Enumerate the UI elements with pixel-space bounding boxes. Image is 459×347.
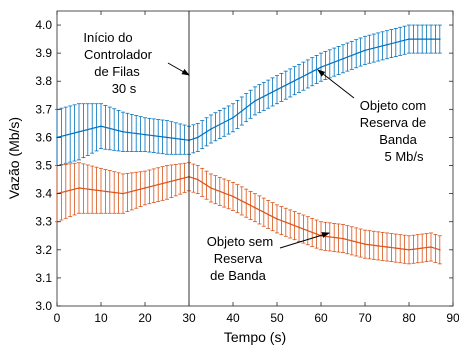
x-tick-label: 80 <box>402 311 416 325</box>
x-axis-label: Tempo (s) <box>224 329 286 345</box>
annotation-line: Objeto com <box>360 98 426 113</box>
y-axis-label: Vazão (Mb/s) <box>6 117 22 199</box>
y-tick-label: 3.7 <box>35 102 52 116</box>
annotation-line: Banda <box>379 132 417 147</box>
annotation-line: 30 s <box>112 81 137 96</box>
data-point <box>122 131 124 133</box>
data-point <box>439 38 441 40</box>
y-tick-label: 3.2 <box>35 243 52 257</box>
data-point <box>144 133 146 136</box>
data-point <box>210 187 212 189</box>
y-tick-label: 3.8 <box>35 74 52 88</box>
annotation-line: Início do <box>83 30 132 45</box>
y-tick-label: 3.6 <box>35 130 52 144</box>
data-point <box>166 181 168 184</box>
x-tick-label: 40 <box>226 311 240 325</box>
y-tick-label: 3.3 <box>35 215 52 229</box>
axis-ticks <box>56 11 454 307</box>
x-tick-label: 10 <box>94 311 108 325</box>
y-tick-label: 4.0 <box>35 18 52 32</box>
annotation-line: de Filas <box>94 64 140 79</box>
data-point <box>276 88 278 91</box>
annotation-line: 5 Mb/s <box>384 149 424 164</box>
x-tick-label: 90 <box>446 311 459 325</box>
x-tick-label: 70 <box>358 311 372 325</box>
data-point <box>364 243 366 245</box>
series-line-1 <box>56 176 440 251</box>
annotation-line: Reserva <box>214 251 263 266</box>
x-tick-label: 30 <box>182 311 196 325</box>
annotation-line: Objeto sem <box>207 234 273 249</box>
y-tick-label: 3.0 <box>35 299 52 313</box>
data-point <box>342 57 344 60</box>
data-point <box>100 125 102 127</box>
x-tick-label: 50 <box>270 311 284 325</box>
data-point <box>439 249 441 251</box>
arrow-without-reservation <box>279 232 330 249</box>
x-tick-label: 20 <box>138 311 152 325</box>
annotation-line: de Banda <box>210 268 266 283</box>
annotation-with-reservation: Objeto com Reserva de Banda 5 Mb/s <box>360 98 426 164</box>
y-tick-label: 3.4 <box>35 187 52 201</box>
data-point <box>430 246 432 248</box>
data-point <box>342 237 344 240</box>
y-tick-label: 3.5 <box>35 159 52 173</box>
data-point <box>78 187 80 189</box>
data-point <box>430 38 432 40</box>
data-point <box>100 190 102 192</box>
data-point <box>232 195 234 198</box>
data-point <box>166 136 168 139</box>
y-tick-label: 3.1 <box>35 271 52 285</box>
annotation-line: Controlador <box>84 47 153 62</box>
data-point <box>386 43 388 46</box>
data-point <box>254 206 256 209</box>
annotation-line: Reserva de <box>360 115 426 130</box>
data-point <box>298 77 300 80</box>
arrow-controller <box>167 62 190 76</box>
data-point <box>232 116 234 119</box>
data-point <box>386 246 388 248</box>
y-tick-label: 3.9 <box>35 46 52 60</box>
x-tick-label: 0 <box>54 311 61 325</box>
data-point <box>364 49 366 52</box>
data-point <box>78 131 80 133</box>
tick-labels: 0 10 20 30 40 50 60 70 80 90 3.0 3.1 3.2 3.3 3.4 3.5 3.6… <box>35 18 459 325</box>
data-point <box>122 192 124 195</box>
data-point <box>408 38 410 40</box>
arrow-with-reservation <box>317 69 355 99</box>
data-point <box>210 128 212 130</box>
data-point <box>320 66 322 68</box>
data-point <box>197 178 199 181</box>
series-line-0 <box>56 38 440 141</box>
x-tick-label: 60 <box>314 311 328 325</box>
annotation-arrows <box>167 62 355 249</box>
data-point <box>408 249 410 251</box>
data-point <box>254 100 256 102</box>
data-point <box>298 226 300 229</box>
annotation-controller: Início do Controlador de Filas 30 s <box>83 30 152 96</box>
data-point <box>144 187 146 189</box>
annotation-without-reservation: Objeto sem Reserva de Banda <box>207 234 273 283</box>
data-point <box>197 136 199 139</box>
data-point <box>276 218 278 220</box>
